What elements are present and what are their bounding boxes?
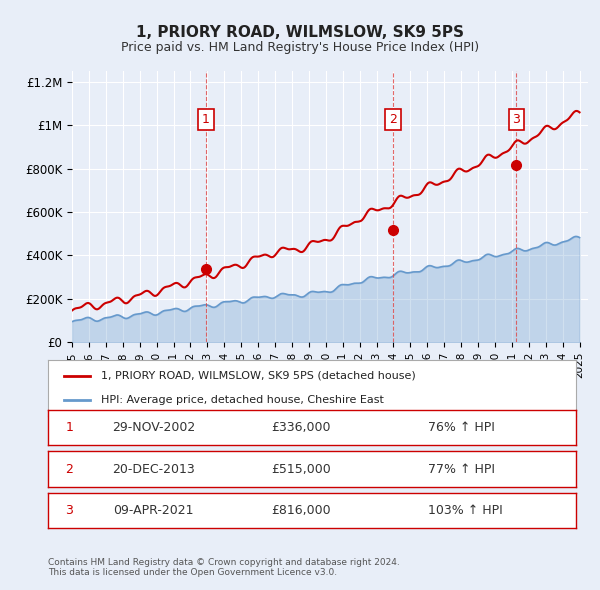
Text: £816,000: £816,000: [272, 504, 331, 517]
Text: 1, PRIORY ROAD, WILMSLOW, SK9 5PS: 1, PRIORY ROAD, WILMSLOW, SK9 5PS: [136, 25, 464, 40]
Text: 3: 3: [512, 113, 520, 126]
Text: 1: 1: [202, 113, 210, 126]
Text: 29-NOV-2002: 29-NOV-2002: [112, 421, 195, 434]
Text: £515,000: £515,000: [272, 463, 331, 476]
Text: 20-DEC-2013: 20-DEC-2013: [112, 463, 195, 476]
Text: 76% ↑ HPI: 76% ↑ HPI: [428, 421, 495, 434]
Text: Price paid vs. HM Land Registry's House Price Index (HPI): Price paid vs. HM Land Registry's House …: [121, 41, 479, 54]
Text: £336,000: £336,000: [272, 421, 331, 434]
Text: 2: 2: [65, 463, 73, 476]
Text: Contains HM Land Registry data © Crown copyright and database right 2024.
This d: Contains HM Land Registry data © Crown c…: [48, 558, 400, 577]
Text: 103% ↑ HPI: 103% ↑ HPI: [428, 504, 503, 517]
Text: 77% ↑ HPI: 77% ↑ HPI: [428, 463, 495, 476]
Text: 09-APR-2021: 09-APR-2021: [113, 504, 194, 517]
Text: 3: 3: [65, 504, 73, 517]
Text: 2: 2: [389, 113, 397, 126]
Text: 1, PRIORY ROAD, WILMSLOW, SK9 5PS (detached house): 1, PRIORY ROAD, WILMSLOW, SK9 5PS (detac…: [101, 371, 416, 381]
Text: HPI: Average price, detached house, Cheshire East: HPI: Average price, detached house, Ches…: [101, 395, 383, 405]
Text: 1: 1: [65, 421, 73, 434]
